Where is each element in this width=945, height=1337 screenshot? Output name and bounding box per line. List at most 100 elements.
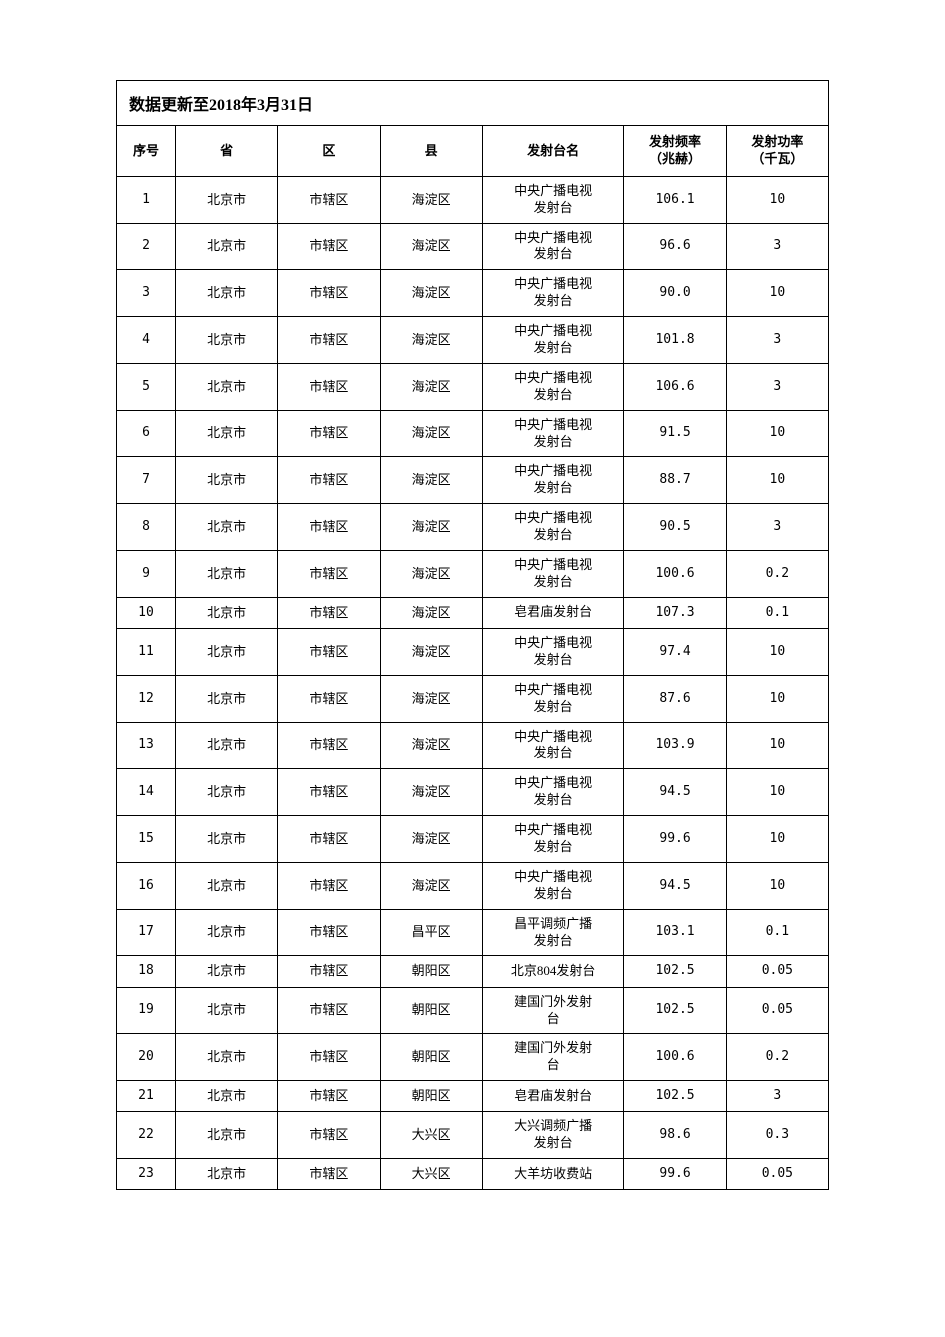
cell-station-l2: 发射台 [534,200,573,215]
cell-freq: 98.6 [624,1112,726,1159]
table-row: 16北京市市辖区海淀区中央广播电视发射台94.510 [117,862,829,909]
cell-district: 市辖区 [278,1081,380,1112]
cell-station: 中央广播电视发射台 [482,457,624,504]
cell-station-l2: 发射台 [534,480,573,495]
cell-county: 海淀区 [380,457,482,504]
cell-county: 海淀区 [380,769,482,816]
cell-province: 北京市 [176,1112,278,1159]
cell-power: 3 [726,363,828,410]
cell-station-l2: 发射台 [534,839,573,854]
cell-seq: 19 [117,987,176,1034]
cell-freq: 90.5 [624,504,726,551]
cell-station: 建国门外发射台 [482,987,624,1034]
cell-freq: 106.6 [624,363,726,410]
cell-freq: 91.5 [624,410,726,457]
table-row: 2北京市市辖区海淀区中央广播电视发射台96.63 [117,223,829,270]
cell-power: 10 [726,457,828,504]
cell-station: 皂君庙发射台 [482,597,624,628]
cell-power: 10 [726,722,828,769]
cell-seq: 23 [117,1159,176,1190]
cell-power: 3 [726,1081,828,1112]
cell-station: 中央广播电视发射台 [482,862,624,909]
table-row: 10北京市市辖区海淀区皂君庙发射台107.30.1 [117,597,829,628]
cell-province: 北京市 [176,629,278,676]
cell-province: 北京市 [176,1081,278,1112]
table-row: 20北京市市辖区朝阳区建国门外发射台100.60.2 [117,1034,829,1081]
table-row: 9北京市市辖区海淀区中央广播电视发射台100.60.2 [117,551,829,598]
cell-freq: 100.6 [624,1034,726,1081]
cell-freq: 99.6 [624,816,726,863]
cell-county: 大兴区 [380,1159,482,1190]
cell-station-l1: 中央广播电视 [514,370,592,385]
table-row: 5北京市市辖区海淀区中央广播电视发射台106.63 [117,363,829,410]
cell-station-l1: 中央广播电视 [514,822,592,837]
table-row: 6北京市市辖区海淀区中央广播电视发射台91.510 [117,410,829,457]
cell-station-l2: 发射台 [534,340,573,355]
cell-province: 北京市 [176,956,278,987]
cell-station-l2: 发射台 [534,933,573,948]
cell-province: 北京市 [176,597,278,628]
cell-freq: 94.5 [624,769,726,816]
cell-station-l1: 中央广播电视 [514,230,592,245]
cell-county: 海淀区 [380,675,482,722]
cell-seq: 16 [117,862,176,909]
cell-county: 昌平区 [380,909,482,956]
col-header-county: 县 [380,126,482,177]
cell-station-l1: 中央广播电视 [514,557,592,572]
cell-province: 北京市 [176,862,278,909]
cell-station: 中央广播电视发射台 [482,816,624,863]
cell-district: 市辖区 [278,1159,380,1190]
cell-district: 市辖区 [278,1034,380,1081]
cell-seq: 9 [117,551,176,598]
cell-power: 0.1 [726,597,828,628]
cell-seq: 14 [117,769,176,816]
cell-station-l1: 中央广播电视 [514,417,592,432]
cell-freq: 88.7 [624,457,726,504]
table-row: 4北京市市辖区海淀区中央广播电视发射台101.83 [117,317,829,364]
cell-county: 朝阳区 [380,1034,482,1081]
col-header-freq-l1: 发射频率 [649,134,701,149]
cell-province: 北京市 [176,675,278,722]
cell-district: 市辖区 [278,223,380,270]
cell-province: 北京市 [176,816,278,863]
table-row: 13北京市市辖区海淀区中央广播电视发射台103.910 [117,722,829,769]
table-row: 8北京市市辖区海淀区中央广播电视发射台90.53 [117,504,829,551]
cell-freq: 99.6 [624,1159,726,1190]
cell-district: 市辖区 [278,551,380,598]
cell-power: 10 [726,410,828,457]
cell-station: 中央广播电视发射台 [482,629,624,676]
cell-province: 北京市 [176,410,278,457]
cell-station-l2: 发射台 [534,527,573,542]
table-row: 23北京市市辖区大兴区大羊坊收费站99.60.05 [117,1159,829,1190]
cell-county: 朝阳区 [380,1081,482,1112]
cell-province: 北京市 [176,504,278,551]
cell-seq: 1 [117,176,176,223]
cell-district: 市辖区 [278,675,380,722]
cell-county: 海淀区 [380,722,482,769]
cell-district: 市辖区 [278,317,380,364]
cell-freq: 87.6 [624,675,726,722]
cell-station-l1: 建国门外发射 [514,994,592,1009]
col-header-power-l1: 发射功率 [751,134,803,149]
cell-district: 市辖区 [278,457,380,504]
cell-station: 中央广播电视发射台 [482,363,624,410]
cell-station-l1: 中央广播电视 [514,323,592,338]
cell-county: 海淀区 [380,410,482,457]
cell-province: 北京市 [176,1034,278,1081]
cell-power: 0.1 [726,909,828,956]
cell-power: 10 [726,629,828,676]
cell-seq: 8 [117,504,176,551]
cell-station-l1: 中央广播电视 [514,869,592,884]
table-row: 18北京市市辖区朝阳区北京804发射台102.50.05 [117,956,829,987]
cell-station-l2: 发射台 [534,886,573,901]
cell-district: 市辖区 [278,176,380,223]
cell-seq: 5 [117,363,176,410]
cell-power: 0.3 [726,1112,828,1159]
cell-station-l2: 台 [547,1011,560,1026]
cell-station-l2: 发射台 [534,699,573,714]
cell-station: 中央广播电视发射台 [482,504,624,551]
cell-freq: 101.8 [624,317,726,364]
cell-station: 昌平调频广播发射台 [482,909,624,956]
cell-seq: 10 [117,597,176,628]
cell-station: 大兴调频广播发射台 [482,1112,624,1159]
